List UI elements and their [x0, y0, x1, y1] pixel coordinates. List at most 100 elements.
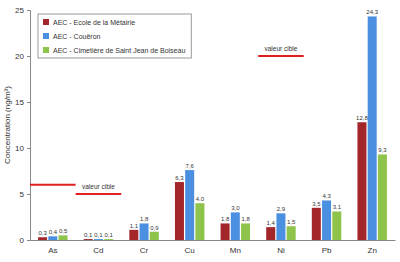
legend-label: AEC - Ecole de la Métairie — [53, 19, 135, 26]
bar — [84, 239, 93, 240]
data-label: 2,9 — [277, 206, 286, 212]
x-axis: As Cd Cr Cu Mn Ni Pb Zn — [31, 240, 396, 255]
bar — [231, 212, 240, 240]
data-label: 1,8 — [241, 216, 250, 222]
legend-box — [38, 14, 191, 58]
data-label: 1,8 — [140, 216, 149, 222]
bar — [38, 237, 47, 240]
annotations: valeur cible valeur cible — [30, 45, 304, 194]
y-tick: 20 — [15, 52, 30, 61]
data-label: 9,3 — [378, 147, 387, 153]
x-tick-label: Ni — [277, 246, 285, 255]
bar — [266, 227, 275, 240]
y-tick-label: 10 — [15, 144, 24, 153]
x-tick-label: Mn — [230, 246, 241, 255]
y-tick-mark — [27, 194, 30, 195]
y-tick: 5 — [20, 190, 30, 199]
bar — [241, 223, 250, 240]
bar — [104, 239, 113, 240]
bar — [59, 235, 68, 240]
bar — [94, 239, 103, 240]
data-label: 0,1 — [105, 232, 114, 238]
target-label: valeur cible — [264, 45, 297, 52]
y-tick-label: 0 — [20, 236, 25, 245]
data-label: 4,0 — [196, 196, 205, 202]
data-label: 1,4 — [267, 220, 276, 226]
target-line — [258, 55, 304, 57]
bar — [357, 122, 366, 240]
bar — [150, 232, 159, 240]
data-label: 7,6 — [186, 163, 195, 169]
data-label: 12,8 — [356, 115, 368, 121]
x-tick: Ni — [277, 240, 285, 255]
legend-label: AEC - Couëron — [53, 33, 101, 40]
data-label: 0,9 — [150, 225, 159, 231]
bar — [276, 213, 285, 240]
data-label: 0,4 — [49, 229, 58, 235]
x-tick-label: Pb — [322, 246, 332, 255]
x-tick: As — [48, 240, 57, 255]
bar — [129, 230, 138, 240]
data-label: 1,8 — [221, 216, 230, 222]
data-label: 0,5 — [59, 228, 68, 234]
target-line — [76, 193, 122, 195]
bar — [140, 223, 149, 240]
target-line — [30, 184, 76, 186]
x-tick: Zn — [368, 240, 377, 255]
x-tick-label: As — [48, 246, 57, 255]
x-tick-label: Cu — [185, 246, 195, 255]
x-tick: Cd — [93, 240, 103, 255]
target-label: valeur cible — [82, 183, 115, 190]
y-axis: 0 5 10 15 20 25 — [15, 6, 30, 245]
data-label: 1,5 — [287, 219, 296, 225]
legend: AEC - Ecole de la Métairie AEC - Couëron A… — [38, 14, 191, 58]
data-labels: 0,3 0,1 1,1 6,3 1,8 1,4 3,5 12,8 0,4 0,1 1,8 7,6 3,0… — [38, 9, 387, 238]
data-label: 6,3 — [175, 175, 184, 181]
bar — [185, 170, 194, 240]
data-label: 0,1 — [84, 232, 93, 238]
bar — [368, 16, 377, 240]
data-label: 4,3 — [322, 193, 331, 199]
x-tick: Cr — [140, 240, 149, 255]
y-tick-label: 20 — [15, 52, 24, 61]
x-tick-label: Cd — [93, 246, 103, 255]
chart: 0 5 10 15 20 25 As Cd Cr Cu Mn Ni Pb Zn 0,3 0,1 1,1 6,3 1,… — [0, 0, 400, 262]
x-tick-label: Zn — [368, 246, 377, 255]
legend-swatch — [43, 33, 49, 39]
y-tick-mark — [27, 148, 30, 149]
bar — [195, 203, 204, 240]
bar — [332, 211, 341, 240]
y-tick-mark — [27, 102, 30, 103]
bar — [48, 236, 57, 240]
y-tick-mark — [27, 10, 30, 11]
y-tick-mark — [27, 240, 30, 241]
bar — [312, 208, 321, 240]
data-label: 24,3 — [366, 9, 378, 15]
bar — [378, 154, 387, 240]
x-tick: Cu — [185, 240, 195, 255]
bar — [175, 182, 184, 240]
y-tick-label: 5 — [20, 190, 25, 199]
bar — [287, 226, 296, 240]
legend-label: AEC - Cimetière de Saint Jean de Boiseau — [53, 47, 185, 54]
data-label: 1,1 — [130, 223, 139, 229]
x-tick: Pb — [322, 240, 332, 255]
data-label: 3,0 — [231, 205, 240, 211]
y-tick: 15 — [15, 98, 30, 107]
y-axis-title: Concentration (ng/m³) — [3, 86, 12, 164]
bars — [38, 16, 387, 240]
data-label: 3,5 — [312, 201, 321, 207]
y-tick: 10 — [15, 144, 30, 153]
y-tick: 0 — [20, 236, 30, 245]
y-tick: 25 — [15, 6, 30, 15]
y-tick-label: 25 — [15, 6, 24, 15]
x-tick: Mn — [230, 240, 241, 255]
legend-swatch — [43, 47, 49, 53]
y-axis-line — [27, 11, 31, 241]
legend-swatch — [43, 19, 49, 25]
data-label: 0,3 — [38, 230, 47, 236]
plot: 0 5 10 15 20 25 As Cd Cr Cu Mn Ni Pb Zn 0,3 0,1 1,1 6,3 1,… — [15, 6, 395, 255]
data-label: 3,1 — [333, 204, 342, 210]
y-tick-mark — [27, 56, 30, 57]
bar — [322, 200, 331, 240]
